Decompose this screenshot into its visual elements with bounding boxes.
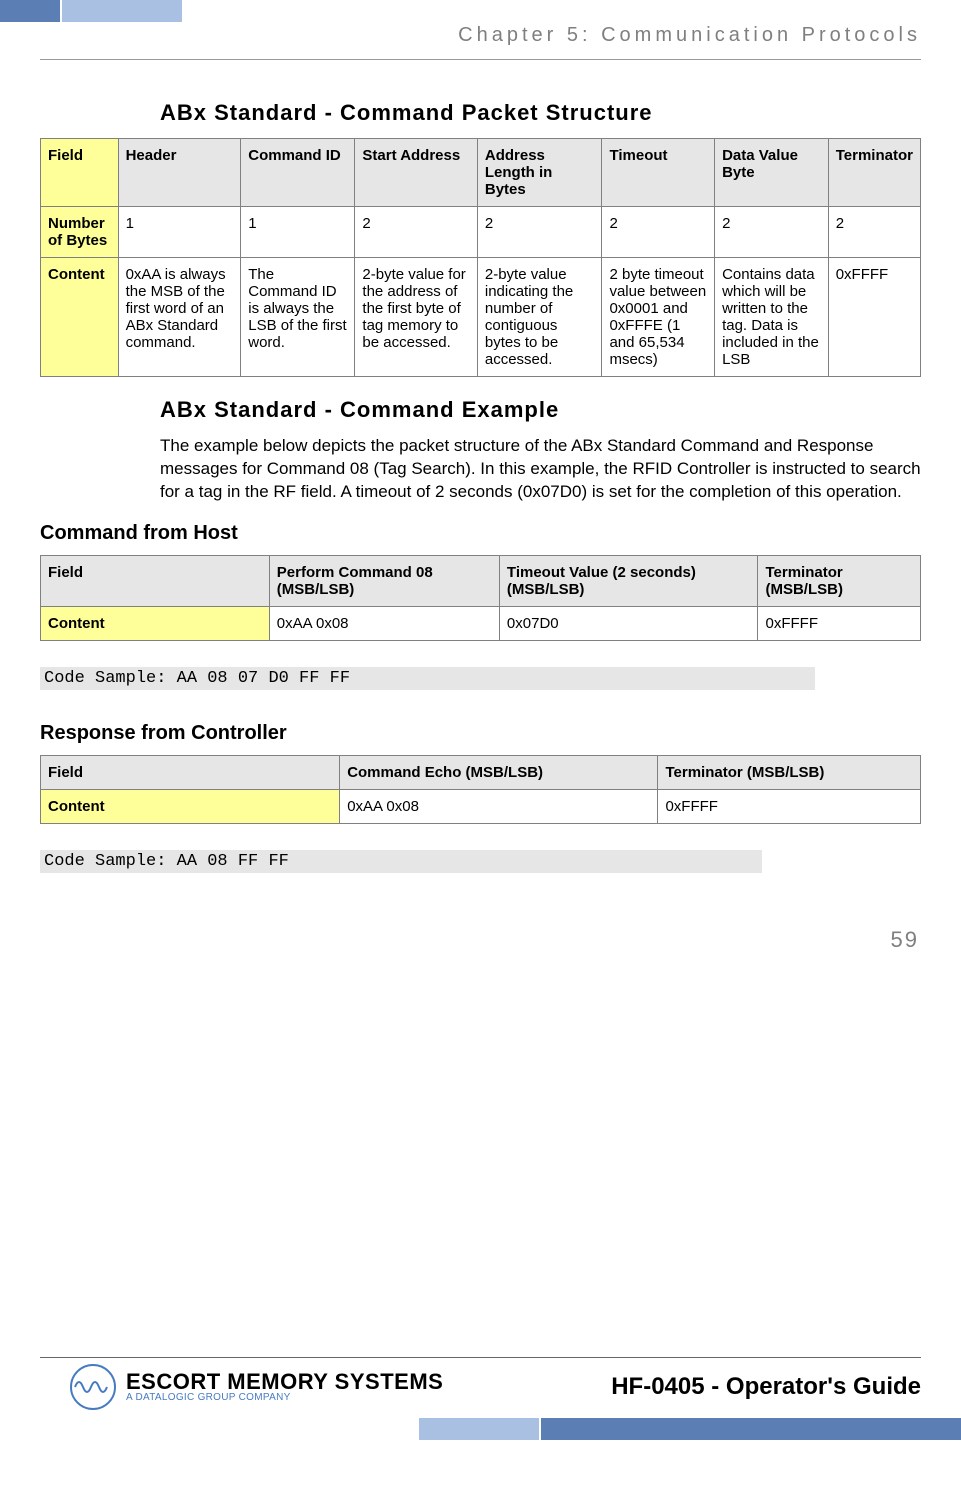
table-header-row: Field Command Echo (MSB/LSB) Terminator … xyxy=(41,755,921,789)
top-bar-segment-dark xyxy=(0,0,60,22)
content-data-value: Contains data which will be written to t… xyxy=(715,258,829,377)
bottom-bar-segment-dark xyxy=(541,1418,961,1440)
ems-logo-icon xyxy=(70,1364,116,1410)
footer-row: ESCORT MEMORY SYSTEMS A DATALOGIC GROUP … xyxy=(0,1358,961,1410)
val-terminator: 0xFFFF xyxy=(758,606,921,640)
bytes-timeout: 2 xyxy=(602,207,715,258)
content-timeout: 2 byte timeout value between 0x0001 and … xyxy=(602,258,715,377)
val-timeout-2s: 0x07D0 xyxy=(499,606,758,640)
bytes-command-id: 1 xyxy=(241,207,355,258)
val-terminator: 0xFFFF xyxy=(658,789,921,823)
row-label-content: Content xyxy=(41,258,119,377)
col-command-id: Command ID xyxy=(241,139,355,207)
row-label-content: Content xyxy=(41,789,340,823)
col-start-address: Start Address xyxy=(355,139,477,207)
top-rule xyxy=(40,59,921,60)
col-terminator: Terminator xyxy=(828,139,920,207)
row-label-content: Content xyxy=(41,606,270,640)
code-sample-value: AA 08 07 D0 FF FF xyxy=(177,669,350,688)
heading-command-from-host: Command from Host xyxy=(40,522,921,545)
col-data-value: Data Value Byte xyxy=(715,139,829,207)
table-content-row: Content 0xAA is always the MSB of the fi… xyxy=(41,258,921,377)
table-content-row: Content 0xAA 0x08 0x07D0 0xFFFF xyxy=(41,606,921,640)
footer-logo: ESCORT MEMORY SYSTEMS A DATALOGIC GROUP … xyxy=(70,1364,443,1410)
chapter-title: Chapter 5: Communication Protocols xyxy=(0,22,961,59)
col-terminator: Terminator (MSB/LSB) xyxy=(658,755,921,789)
footer-guide-title: HF-0405 - Operator's Guide xyxy=(611,1373,921,1401)
col-command-echo: Command Echo (MSB/LSB) xyxy=(340,755,658,789)
bytes-start-address: 2 xyxy=(355,207,477,258)
content-header: 0xAA is always the MSB of the first word… xyxy=(118,258,241,377)
section-title-structure: ABx Standard - Command Packet Structure xyxy=(160,100,921,126)
code-sample-host: Code Sample: AA 08 07 D0 FF FF xyxy=(40,667,815,690)
content-command-id: The Command ID is always the LSB of the … xyxy=(241,258,355,377)
bytes-terminator: 2 xyxy=(828,207,920,258)
col-terminator: Terminator (MSB/LSB) xyxy=(758,555,921,606)
content-terminator: 0xFFFF xyxy=(828,258,920,377)
bytes-data-value: 2 xyxy=(715,207,829,258)
packet-structure-table: Field Header Command ID Start Address Ad… xyxy=(40,138,921,377)
footer-company-name: ESCORT MEMORY SYSTEMS xyxy=(126,1371,443,1393)
col-timeout: Timeout xyxy=(602,139,715,207)
table-bytes-row: Number of Bytes 1 1 2 2 2 2 2 xyxy=(41,207,921,258)
bottom-accent-bar xyxy=(0,1418,961,1440)
response-controller-table: Field Command Echo (MSB/LSB) Terminator … xyxy=(40,755,921,824)
top-accent-bar xyxy=(0,0,961,22)
table-content-row: Content 0xAA 0x08 0xFFFF xyxy=(41,789,921,823)
val-command-echo: 0xAA 0x08 xyxy=(340,789,658,823)
col-field: Field xyxy=(41,555,270,606)
command-host-table: Field Perform Command 08 (MSB/LSB) Timeo… xyxy=(40,555,921,641)
bytes-header: 1 xyxy=(118,207,241,258)
col-address-length: Address Length in Bytes xyxy=(477,139,602,207)
bytes-address-length: 2 xyxy=(477,207,602,258)
code-sample-label: Code Sample: xyxy=(44,669,166,688)
page-number: 59 xyxy=(0,927,961,953)
col-perform-08: Perform Command 08 (MSB/LSB) xyxy=(269,555,499,606)
table-header-row: Field Header Command ID Start Address Ad… xyxy=(41,139,921,207)
page-content: ABx Standard - Command Packet Structure … xyxy=(0,100,961,887)
col-field: Field xyxy=(41,755,340,789)
footer-company-tagline: A DATALOGIC GROUP COMPANY xyxy=(126,1393,443,1403)
col-timeout-2s: Timeout Value (2 seconds) (MSB/LSB) xyxy=(499,555,758,606)
heading-response-controller: Response from Controller xyxy=(40,722,921,745)
col-field: Field xyxy=(41,139,119,207)
section-title-example: ABx Standard - Command Example xyxy=(160,397,921,423)
bottom-bar-segment-light xyxy=(419,1418,539,1440)
top-bar-segment-light xyxy=(62,0,182,22)
bottom-bar-spacer xyxy=(0,1418,419,1440)
code-sample-label: Code Sample: xyxy=(44,852,166,871)
footer-logo-text: ESCORT MEMORY SYSTEMS A DATALOGIC GROUP … xyxy=(126,1371,443,1403)
table-header-row: Field Perform Command 08 (MSB/LSB) Timeo… xyxy=(41,555,921,606)
row-label-bytes: Number of Bytes xyxy=(41,207,119,258)
content-address-length: 2-byte value indicating the number of co… xyxy=(477,258,602,377)
page: Chapter 5: Communication Protocols ABx S… xyxy=(0,0,961,1487)
example-paragraph: The example below depicts the packet str… xyxy=(160,435,921,504)
val-perform-08: 0xAA 0x08 xyxy=(269,606,499,640)
content-start-address: 2-byte value for the address of the firs… xyxy=(355,258,477,377)
code-sample-response: Code Sample: AA 08 FF FF xyxy=(40,850,762,873)
footer: ESCORT MEMORY SYSTEMS A DATALOGIC GROUP … xyxy=(0,1357,961,1487)
code-sample-value: AA 08 FF FF xyxy=(177,852,289,871)
col-header: Header xyxy=(118,139,241,207)
